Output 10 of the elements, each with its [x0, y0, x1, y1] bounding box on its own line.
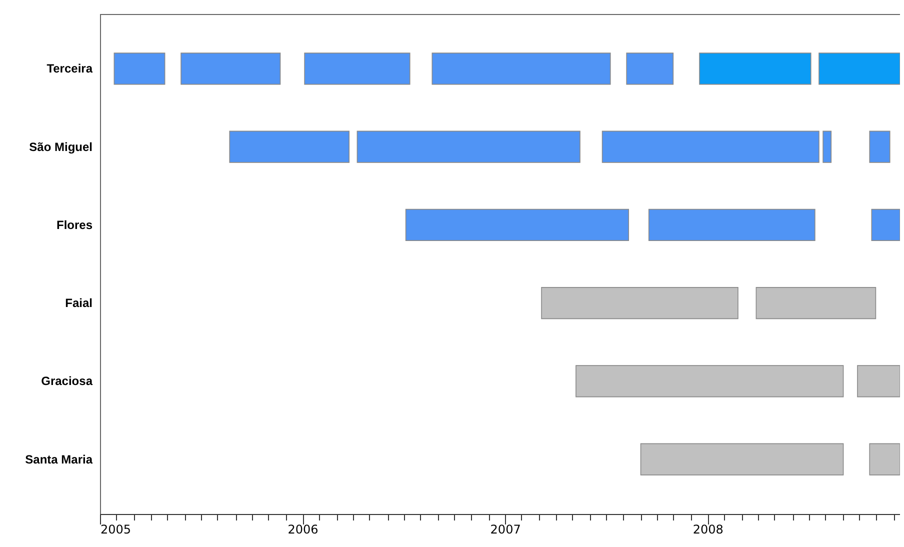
y-tick-label: Graciosa	[41, 374, 93, 388]
x-tick-label: 2005	[100, 522, 132, 536]
y-tick-label: Terceira	[46, 62, 93, 76]
x-tick-label: 2008	[692, 522, 724, 536]
y-tick-label: São Miguel	[29, 140, 92, 154]
y-tick-label: Faial	[65, 296, 92, 310]
y-tick-label: Flores	[56, 218, 93, 232]
x-tick-label: 2007	[490, 522, 521, 536]
x-tick-label: 2006	[288, 522, 318, 536]
y-tick-label: Santa Maria	[25, 452, 93, 466]
